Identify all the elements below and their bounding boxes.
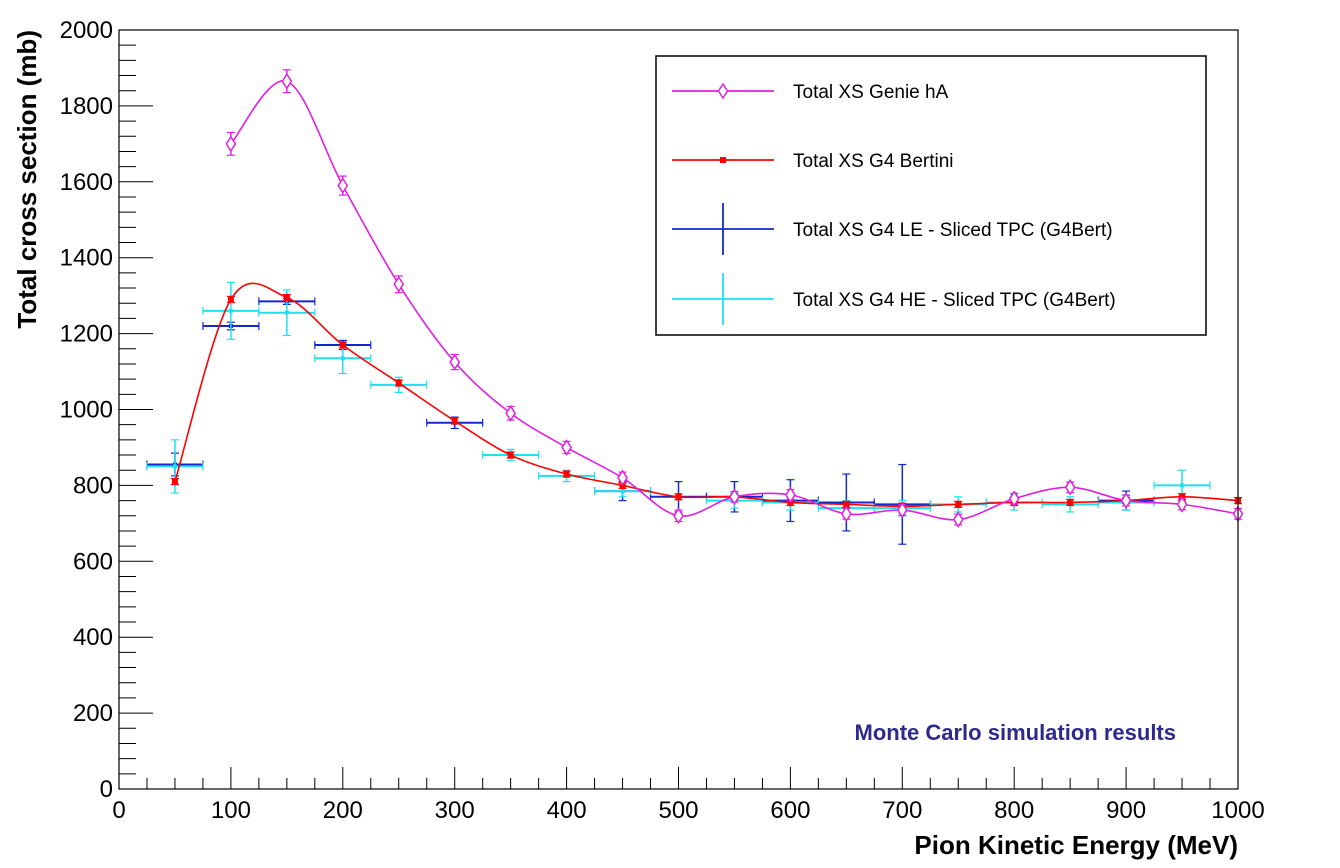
data-point — [337, 177, 349, 194]
data-point — [561, 439, 572, 456]
data-point — [507, 452, 514, 459]
data-point — [225, 135, 237, 153]
data-point — [171, 478, 178, 485]
legend-label: Total XS Genie hA — [793, 82, 949, 103]
data-point — [340, 356, 345, 361]
legend-entry: Total XS G4 LE - Sliced TPC (G4Bert) — [672, 203, 1113, 255]
y-axis-title: Total cross section (mb) — [12, 30, 42, 329]
data-point — [955, 501, 962, 508]
data-point — [228, 308, 233, 313]
x-tick-label: 900 — [1106, 797, 1146, 824]
monte-carlo-annotation: Monte Carlo simulation results — [855, 720, 1177, 745]
legend: Total XS Genie hA Total XS G4 Bertini Tota… — [655, 55, 1207, 336]
data-point — [785, 486, 796, 504]
axis-ticks — [118, 29, 1239, 790]
y-tick-label: 2000 — [60, 17, 113, 44]
legend-entry: Total XS G4 HE - Sliced TPC (G4Bert) — [672, 273, 1116, 325]
series-layer — [146, 69, 1244, 545]
legend-label: Total XS G4 HE - Sliced TPC (G4Bert) — [793, 290, 1116, 311]
axis-tick-labels: 0 100 200 300 400 500 600 700 800 900 1000 0 200 400 6… — [60, 17, 1265, 824]
x-tick-label: 0 — [112, 797, 125, 824]
data-point — [952, 511, 964, 528]
data-point — [1067, 499, 1074, 506]
y-tick-label: 200 — [73, 700, 113, 727]
data-point — [617, 469, 628, 487]
y-tick-label: 400 — [73, 624, 113, 651]
y-tick-label: 1400 — [60, 245, 113, 272]
data-point — [840, 505, 852, 523]
legend-marker — [720, 157, 726, 163]
x-tick-label: 100 — [211, 797, 251, 824]
data-point — [896, 501, 908, 519]
series-line — [230, 80, 1239, 521]
x-tick-label: 400 — [547, 797, 587, 824]
data-point — [675, 493, 682, 500]
data-point — [620, 489, 625, 494]
x-tick-label: 200 — [323, 797, 363, 824]
data-point — [227, 296, 234, 303]
data-point — [1008, 490, 1020, 508]
data-point — [449, 353, 461, 371]
x-tick-label: 1000 — [1211, 797, 1264, 824]
data-point — [395, 379, 402, 386]
data-point — [339, 341, 346, 348]
data-point — [1064, 478, 1076, 496]
series-0 — [225, 69, 1244, 528]
x-tick-label: 600 — [770, 797, 810, 824]
data-point — [172, 464, 177, 469]
legend-entry: Total XS G4 Bertini — [672, 151, 954, 172]
data-point — [505, 404, 517, 422]
y-tick-label: 0 — [100, 776, 113, 803]
y-tick-label: 1200 — [60, 321, 113, 348]
data-point — [1180, 483, 1185, 488]
legend-label: Total XS G4 Bertini — [793, 151, 954, 172]
x-tick-label: 500 — [658, 797, 698, 824]
data-point — [729, 488, 740, 506]
y-tick-label: 1000 — [60, 397, 113, 424]
data-point — [284, 310, 289, 315]
data-point — [1176, 495, 1188, 513]
y-tick-label: 600 — [73, 548, 113, 575]
x-tick-label: 300 — [435, 797, 475, 824]
x-axis-title: Pion Kinetic Energy (MeV) — [914, 830, 1238, 860]
y-tick-label: 800 — [73, 472, 113, 499]
legend-box — [655, 55, 1207, 336]
data-point — [283, 294, 290, 301]
data-point — [451, 417, 458, 424]
legend-label: Total XS G4 LE - Sliced TPC (G4Bert) — [793, 220, 1113, 241]
data-point — [843, 501, 850, 508]
x-tick-label: 800 — [994, 797, 1034, 824]
data-point — [563, 471, 570, 478]
x-tick-label: 700 — [882, 797, 922, 824]
legend-marker — [717, 82, 729, 100]
data-point — [393, 275, 405, 293]
data-point — [281, 72, 293, 90]
legend-entry: Total XS Genie hA — [672, 82, 949, 103]
data-point — [1120, 492, 1132, 509]
legend-entries: Total XS Genie hA Total XS G4 Bertini Tota… — [672, 82, 1116, 325]
data-point — [673, 507, 684, 525]
y-tick-label: 1800 — [60, 93, 113, 120]
y-tick-label: 1600 — [60, 169, 113, 196]
